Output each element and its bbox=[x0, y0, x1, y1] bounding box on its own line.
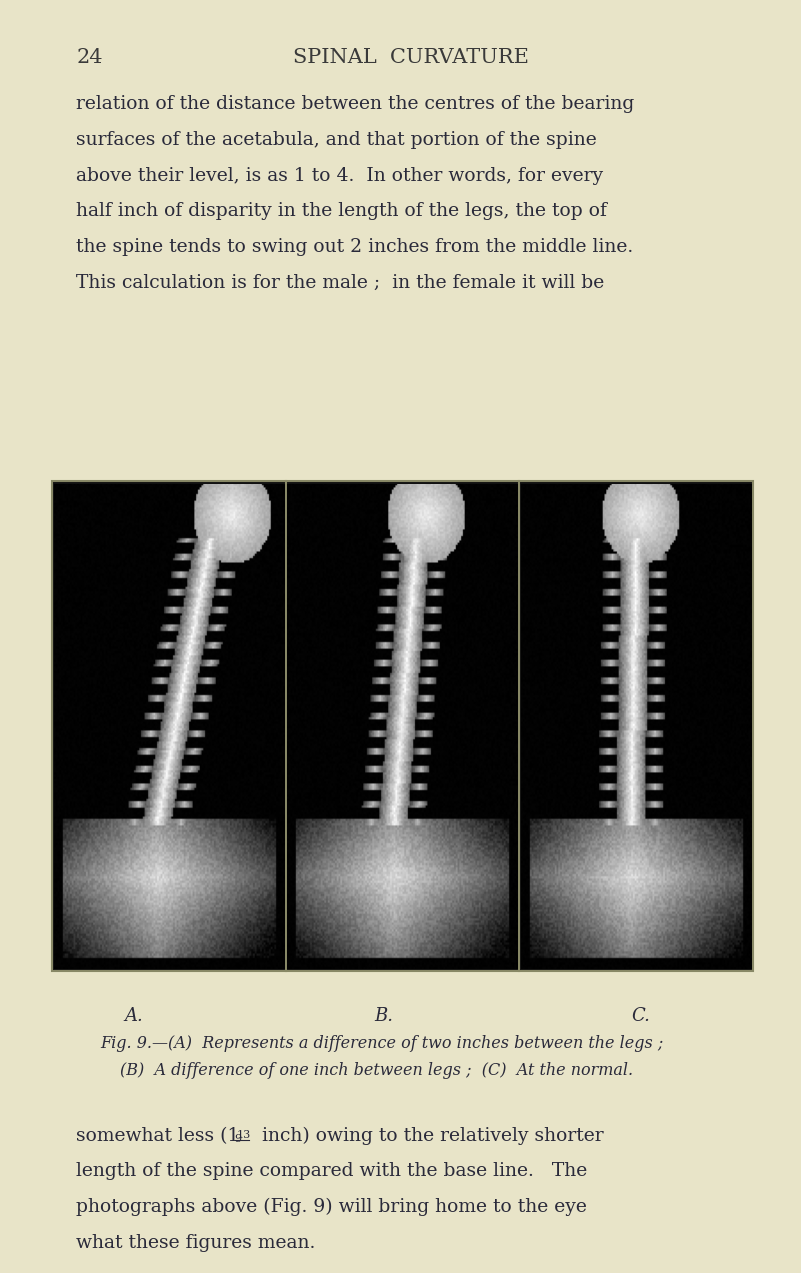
Text: Fig. 9.—(A)  Represents a difference of two inches between the legs ;: Fig. 9.—(A) Represents a difference of t… bbox=[100, 1035, 663, 1051]
Text: A.: A. bbox=[124, 1007, 143, 1025]
Text: C.: C. bbox=[631, 1007, 650, 1025]
Text: half inch of disparity in the length of the legs, the top of: half inch of disparity in the length of … bbox=[76, 202, 607, 220]
Text: surfaces of the acetabula, and that portion of the spine: surfaces of the acetabula, and that port… bbox=[76, 131, 597, 149]
Text: 13: 13 bbox=[236, 1130, 251, 1141]
Text: 24: 24 bbox=[76, 48, 103, 67]
Text: relation of the distance between the centres of the bearing: relation of the distance between the cen… bbox=[76, 95, 634, 113]
Text: somewhat less (1: somewhat less (1 bbox=[76, 1127, 239, 1144]
Text: B.: B. bbox=[374, 1007, 393, 1025]
Text: 9: 9 bbox=[235, 1134, 242, 1144]
Text: what these figures mean.: what these figures mean. bbox=[76, 1234, 316, 1251]
Text: This calculation is for the male ;  in the female it will be: This calculation is for the male ; in th… bbox=[76, 274, 604, 292]
Text: the spine tends to swing out 2 inches from the middle line.: the spine tends to swing out 2 inches fr… bbox=[76, 238, 634, 256]
Text: SPINAL  CURVATURE: SPINAL CURVATURE bbox=[292, 48, 529, 67]
Text: above their level, is as 1 to 4.  In other words, for every: above their level, is as 1 to 4. In othe… bbox=[76, 167, 603, 185]
Bar bbox=[52, 481, 753, 971]
Text: inch) owing to the relatively shorter: inch) owing to the relatively shorter bbox=[256, 1127, 603, 1144]
Text: photographs above (Fig. 9) will bring home to the eye: photographs above (Fig. 9) will bring ho… bbox=[76, 1198, 587, 1216]
Text: (B)  A difference of one inch between legs ;  (C)  At the normal.: (B) A difference of one inch between leg… bbox=[120, 1062, 634, 1078]
Text: length of the spine compared with the base line.   The: length of the spine compared with the ba… bbox=[76, 1162, 587, 1180]
